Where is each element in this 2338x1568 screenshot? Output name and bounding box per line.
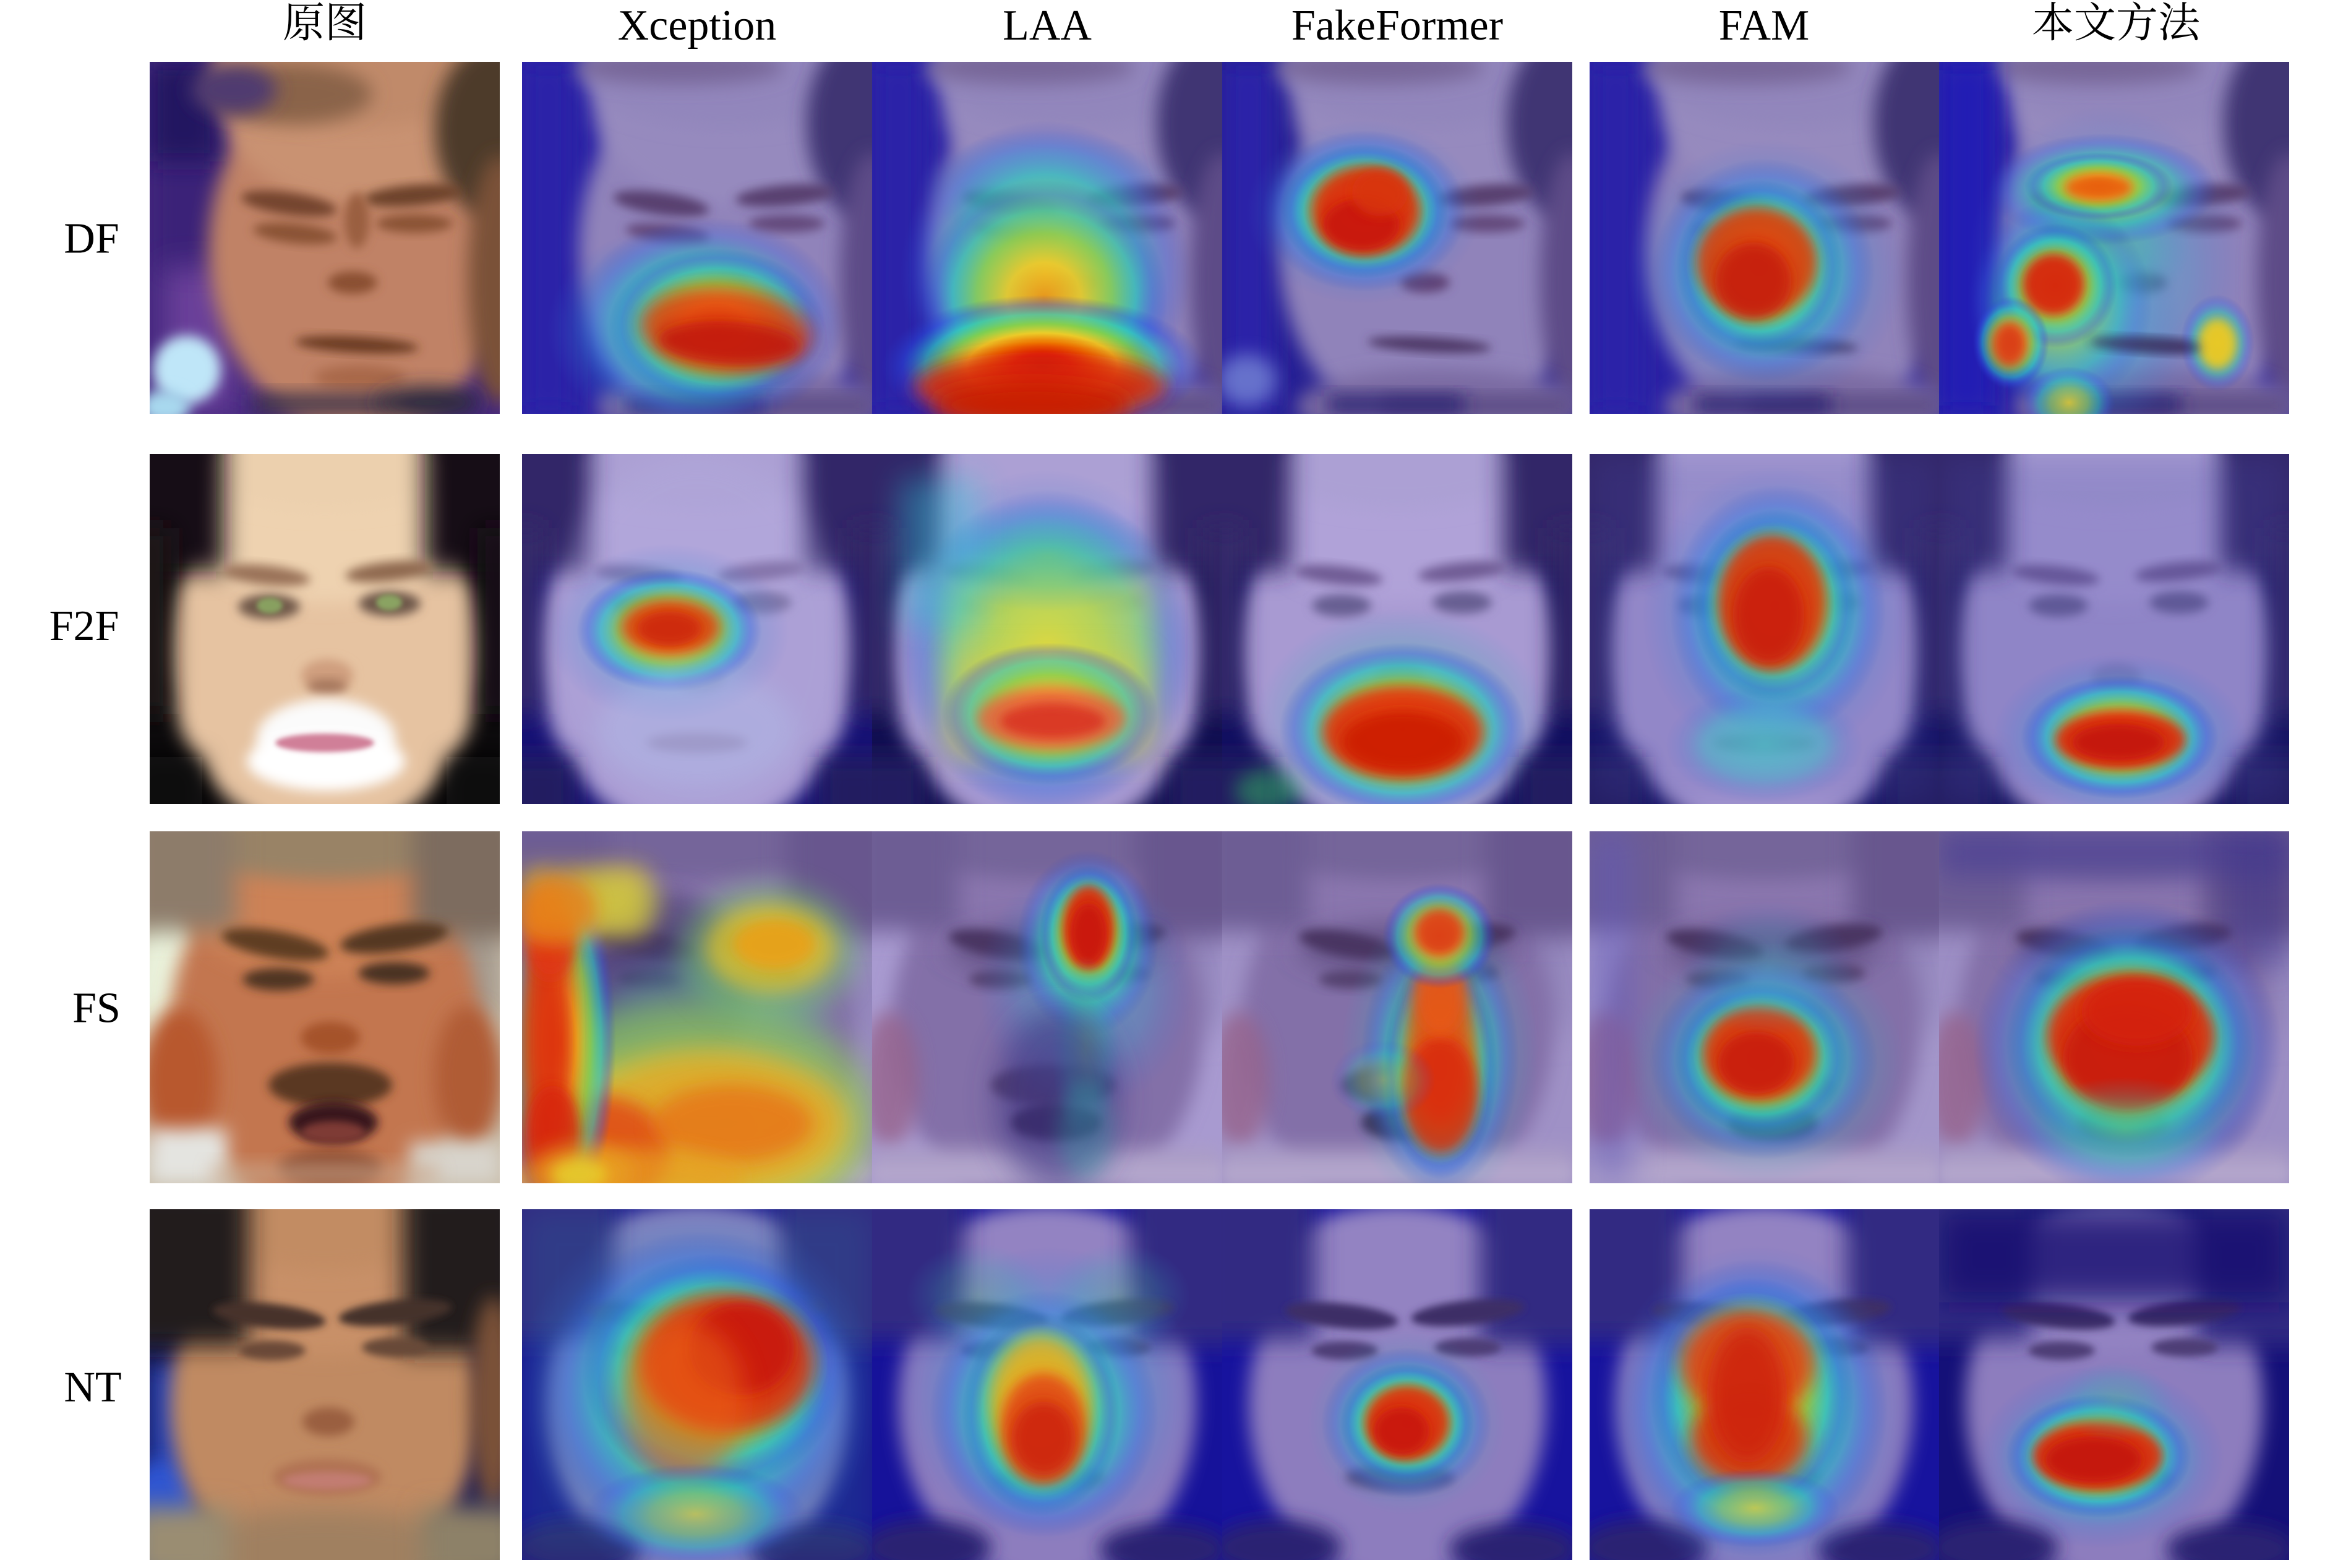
svg-text:NT: NT	[64, 1364, 121, 1412]
svg-text:FS: FS	[72, 985, 121, 1032]
svg-text:FAM: FAM	[1719, 2, 1810, 49]
svg-text:FakeFormer: FakeFormer	[1291, 2, 1503, 49]
svg-text:LAA: LAA	[1003, 2, 1092, 49]
svg-text:Xception: Xception	[618, 2, 777, 49]
svg-text:DF: DF	[64, 215, 119, 263]
svg-text:F2F: F2F	[49, 602, 119, 650]
